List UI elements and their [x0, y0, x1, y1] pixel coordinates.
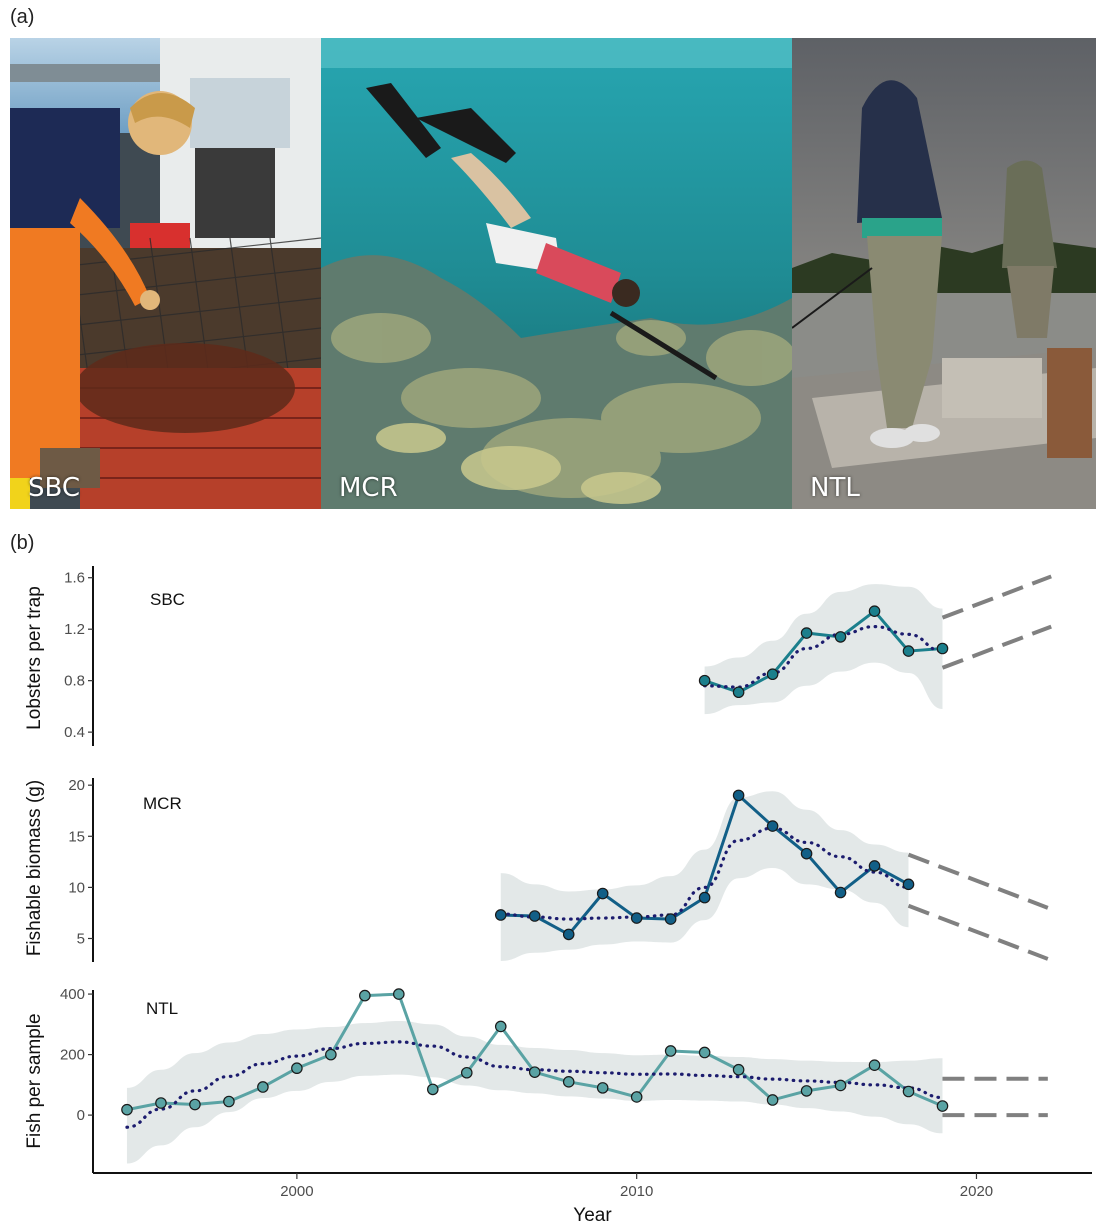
data-point-ntl-2008 [562, 1076, 575, 1088]
data-point-mcr-2011 [664, 913, 677, 925]
photo-mcr-reef-diver: MCR [321, 38, 792, 509]
data-point-ntl-1996 [155, 1097, 167, 1109]
data-point-ntl-1997 [189, 1098, 201, 1111]
photo-mcr-illustration [321, 38, 792, 509]
y-axis-title-sbc: Lobsters per trap [24, 586, 45, 730]
photo-sbc-lobster-trap: SBC [10, 38, 321, 509]
confidence-ribbon-sbc [704, 584, 943, 715]
data-point-mcr-2018 [902, 878, 915, 891]
data-point-mcr-2009 [596, 887, 609, 900]
y-tick-label-sbc-0: 0.4 [64, 724, 85, 741]
data-point-mcr-2015 [800, 847, 813, 860]
y-tick-label-ntl-0: 0 [77, 1107, 85, 1124]
confidence-ribbon-mcr [500, 791, 909, 961]
panel-sbc: 0.4 0.8 1.2 1.6 Lobsters per trap SBC [24, 566, 1052, 746]
data-point-sbc-2012 [698, 674, 711, 687]
data-point-sbc-2013 [732, 686, 745, 699]
y-axis-title-ntl: Fish per sample [24, 1013, 45, 1148]
data-point-ntl-2001 [325, 1048, 337, 1061]
observed-line-sbc [704, 609, 943, 694]
data-point-ntl-2006 [494, 1020, 507, 1033]
projection-upper-mcr [907, 852, 1049, 910]
data-point-sbc-2018 [902, 645, 915, 657]
site-label-mcr: MCR [143, 794, 182, 813]
photo-caption-mcr: MCR [339, 473, 398, 503]
y-axis-title-mcr: Fishable biomass (g) [24, 780, 45, 956]
data-point-mcr-2006 [494, 909, 507, 921]
y-tick-label-mcr-2: 15 [68, 828, 85, 845]
data-point-ntl-2002 [359, 989, 371, 1002]
data-point-ntl-1999 [257, 1081, 269, 1093]
x-tick-label-0: 2000 [280, 1183, 313, 1200]
trend-line-sbc [703, 625, 945, 689]
data-point-ntl-2003 [393, 988, 405, 1000]
data-point-ntl-2019 [936, 1100, 949, 1112]
data-point-ntl-2010 [630, 1091, 643, 1103]
trend-line-mcr [499, 826, 911, 921]
data-point-ntl-1995 [121, 1103, 133, 1116]
data-point-ntl-2015 [800, 1085, 813, 1097]
panel-b-label: (b) [10, 532, 35, 554]
photo-ntl-illustration [792, 38, 1096, 509]
data-point-ntl-2007 [528, 1066, 541, 1078]
projection-upper-sbc [941, 574, 1052, 620]
data-point-sbc-2016 [834, 631, 847, 643]
data-point-ntl-2018 [902, 1085, 915, 1098]
y-tick-label-mcr-3: 20 [68, 777, 85, 794]
data-point-ntl-1998 [223, 1095, 235, 1108]
projection-lower-sbc [941, 624, 1052, 670]
data-point-ntl-2009 [596, 1082, 609, 1094]
data-point-ntl-2005 [460, 1066, 473, 1079]
data-point-ntl-2014 [766, 1094, 779, 1106]
data-point-ntl-2013 [732, 1063, 745, 1076]
y-tick-label-mcr-0: 5 [77, 930, 85, 947]
y-tick-label-sbc-1: 0.8 [64, 673, 85, 690]
data-point-ntl-2000 [291, 1062, 303, 1075]
panel-a-label: (a) [10, 6, 35, 28]
data-point-mcr-2014 [766, 820, 779, 832]
x-tick-label-2: 2020 [960, 1183, 993, 1200]
panel-ntl: 0 200 400 Fish per sample NTL [24, 986, 1048, 1173]
x-tick-label-1: 2010 [620, 1183, 653, 1200]
data-point-mcr-2016 [834, 886, 847, 899]
projection-lower-mcr [907, 903, 1049, 961]
x-axis-title: Year [573, 1205, 612, 1226]
photo-caption-ntl: NTL [810, 473, 860, 503]
data-point-ntl-2016 [834, 1079, 847, 1092]
y-tick-label-sbc-2: 1.2 [64, 621, 85, 638]
data-point-sbc-2017 [868, 605, 881, 617]
data-point-mcr-2013 [732, 789, 745, 802]
data-point-sbc-2014 [766, 668, 779, 681]
data-point-mcr-2007 [528, 910, 541, 922]
data-point-ntl-2012 [698, 1046, 711, 1059]
data-point-ntl-2017 [868, 1059, 881, 1071]
data-point-sbc-2019 [936, 642, 949, 655]
y-tick-label-mcr-1: 10 [68, 879, 85, 896]
y-tick-label-sbc-3: 1.6 [64, 570, 85, 587]
y-tick-label-ntl-1: 200 [60, 1047, 85, 1064]
data-point-sbc-2015 [800, 627, 813, 639]
photo-caption-sbc: SBC [28, 473, 81, 503]
photo-sbc-illustration [10, 38, 321, 509]
y-tick-label-ntl-2: 400 [60, 986, 85, 1003]
site-label-ntl: NTL [146, 999, 178, 1018]
data-point-mcr-2012 [698, 891, 711, 904]
data-point-ntl-2011 [664, 1045, 677, 1057]
data-point-mcr-2010 [630, 912, 643, 924]
data-point-mcr-2008 [562, 928, 575, 941]
site-label-sbc: SBC [150, 590, 185, 609]
data-point-ntl-2004 [426, 1083, 439, 1096]
panel-mcr: 5 10 15 20 Fishable biomass (g) MCR [24, 777, 1049, 962]
data-point-mcr-2017 [868, 860, 881, 872]
photo-ntl-lake-boat: NTL [792, 38, 1096, 509]
